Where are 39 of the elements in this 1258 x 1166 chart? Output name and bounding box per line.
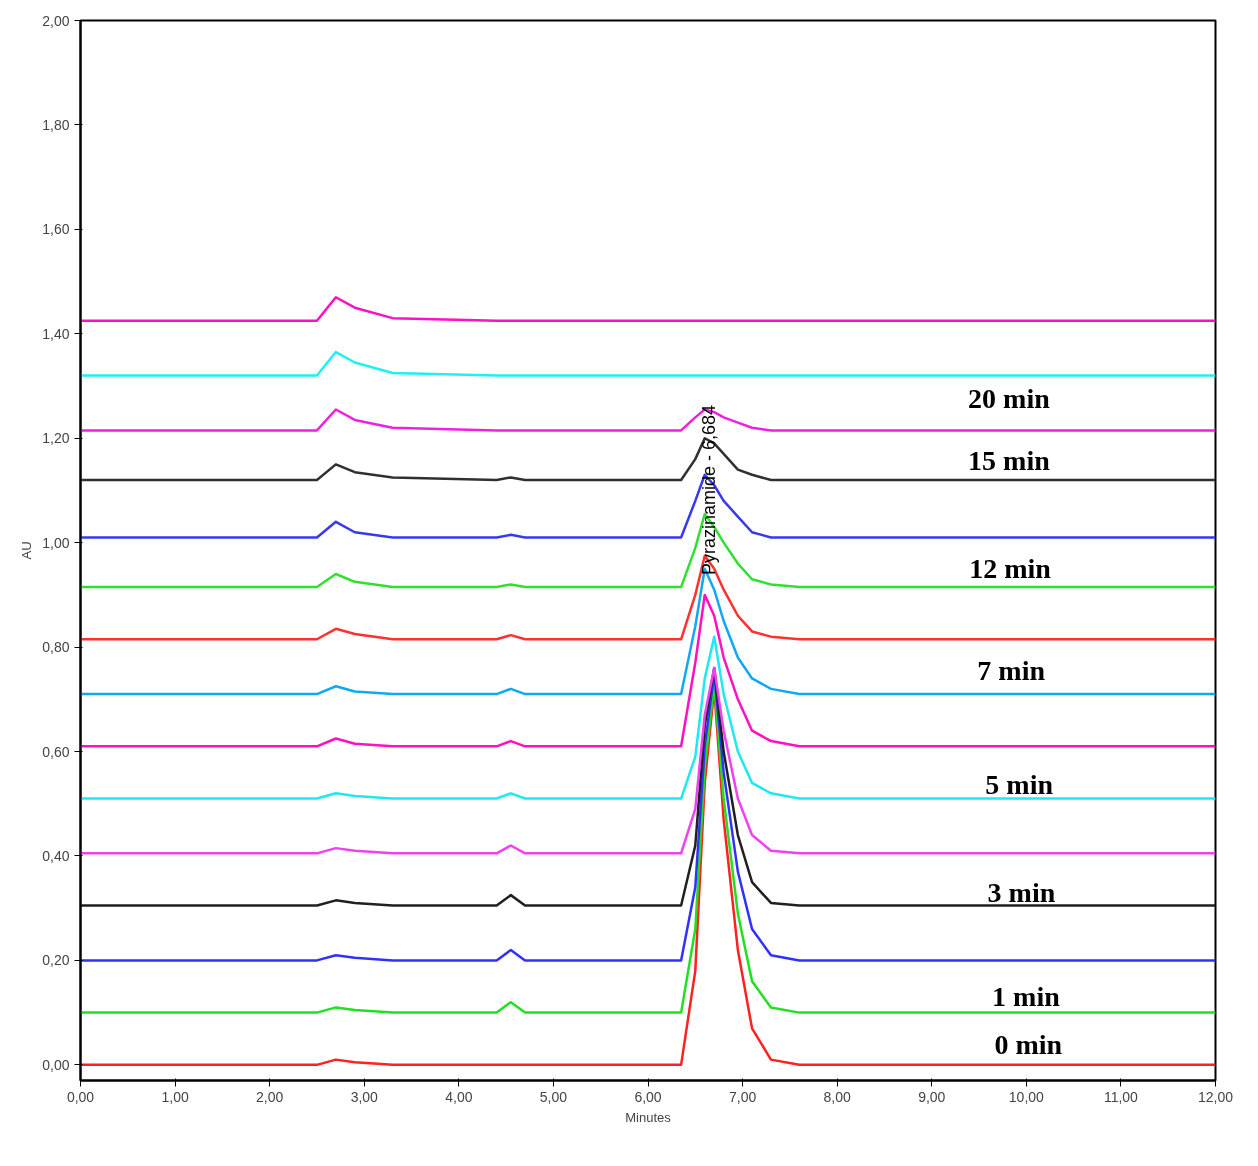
x-tick-label: 7,00 xyxy=(728,1088,757,1105)
annotation: 0 min xyxy=(994,1028,1063,1060)
annotation: 5 min xyxy=(985,769,1054,801)
x-tick-label: 11,00 xyxy=(1103,1088,1139,1105)
y-tick-label: 1,80 xyxy=(42,116,70,133)
y-tick-label: 0,40 xyxy=(42,847,70,864)
x-tick-label: 1,00 xyxy=(161,1088,189,1105)
x-axis-title: Minutes xyxy=(625,1109,672,1125)
x-tick-label: 4,00 xyxy=(445,1088,473,1105)
x-tick-label: 2,00 xyxy=(256,1088,284,1105)
annotation: Pyrazinamide - 6,684 xyxy=(699,405,720,576)
x-tick-label: 8,00 xyxy=(823,1088,851,1105)
y-axis-title: AU xyxy=(19,541,35,560)
y-tick-label: 0,00 xyxy=(42,1056,70,1073)
y-tick-label: 1,40 xyxy=(42,325,70,342)
annotation: 1 min xyxy=(992,981,1061,1013)
annotation: 15 min xyxy=(968,444,1051,476)
y-tick-label: 1,20 xyxy=(42,430,70,447)
annotation: 12 min xyxy=(969,553,1052,585)
x-tick-label: 10,00 xyxy=(1008,1088,1045,1105)
x-tick-label: 0,00 xyxy=(66,1088,95,1105)
annotation: 3 min xyxy=(987,877,1056,909)
y-tick-label: 2,00 xyxy=(42,12,70,29)
annotation: 20 min xyxy=(968,383,1051,415)
line-series xyxy=(80,350,1216,377)
x-tick-label: 9,00 xyxy=(918,1088,946,1105)
y-tick-label: 0,60 xyxy=(42,743,70,760)
y-tick-label: 1,00 xyxy=(42,534,70,551)
x-tick-label: 6,00 xyxy=(634,1088,662,1105)
line-series xyxy=(80,635,1216,800)
y-tick-label: 0,80 xyxy=(42,639,70,656)
y-tick-label: 1,60 xyxy=(42,221,70,238)
y-tick-label: 0,20 xyxy=(42,952,70,969)
line-series xyxy=(80,593,1216,748)
x-tick-label: 5,00 xyxy=(539,1088,568,1105)
line-series xyxy=(80,296,1216,322)
x-tick-label: 3,00 xyxy=(350,1088,379,1105)
x-tick-label: 12,00 xyxy=(1197,1088,1234,1105)
annotation: 7 min xyxy=(977,654,1046,686)
